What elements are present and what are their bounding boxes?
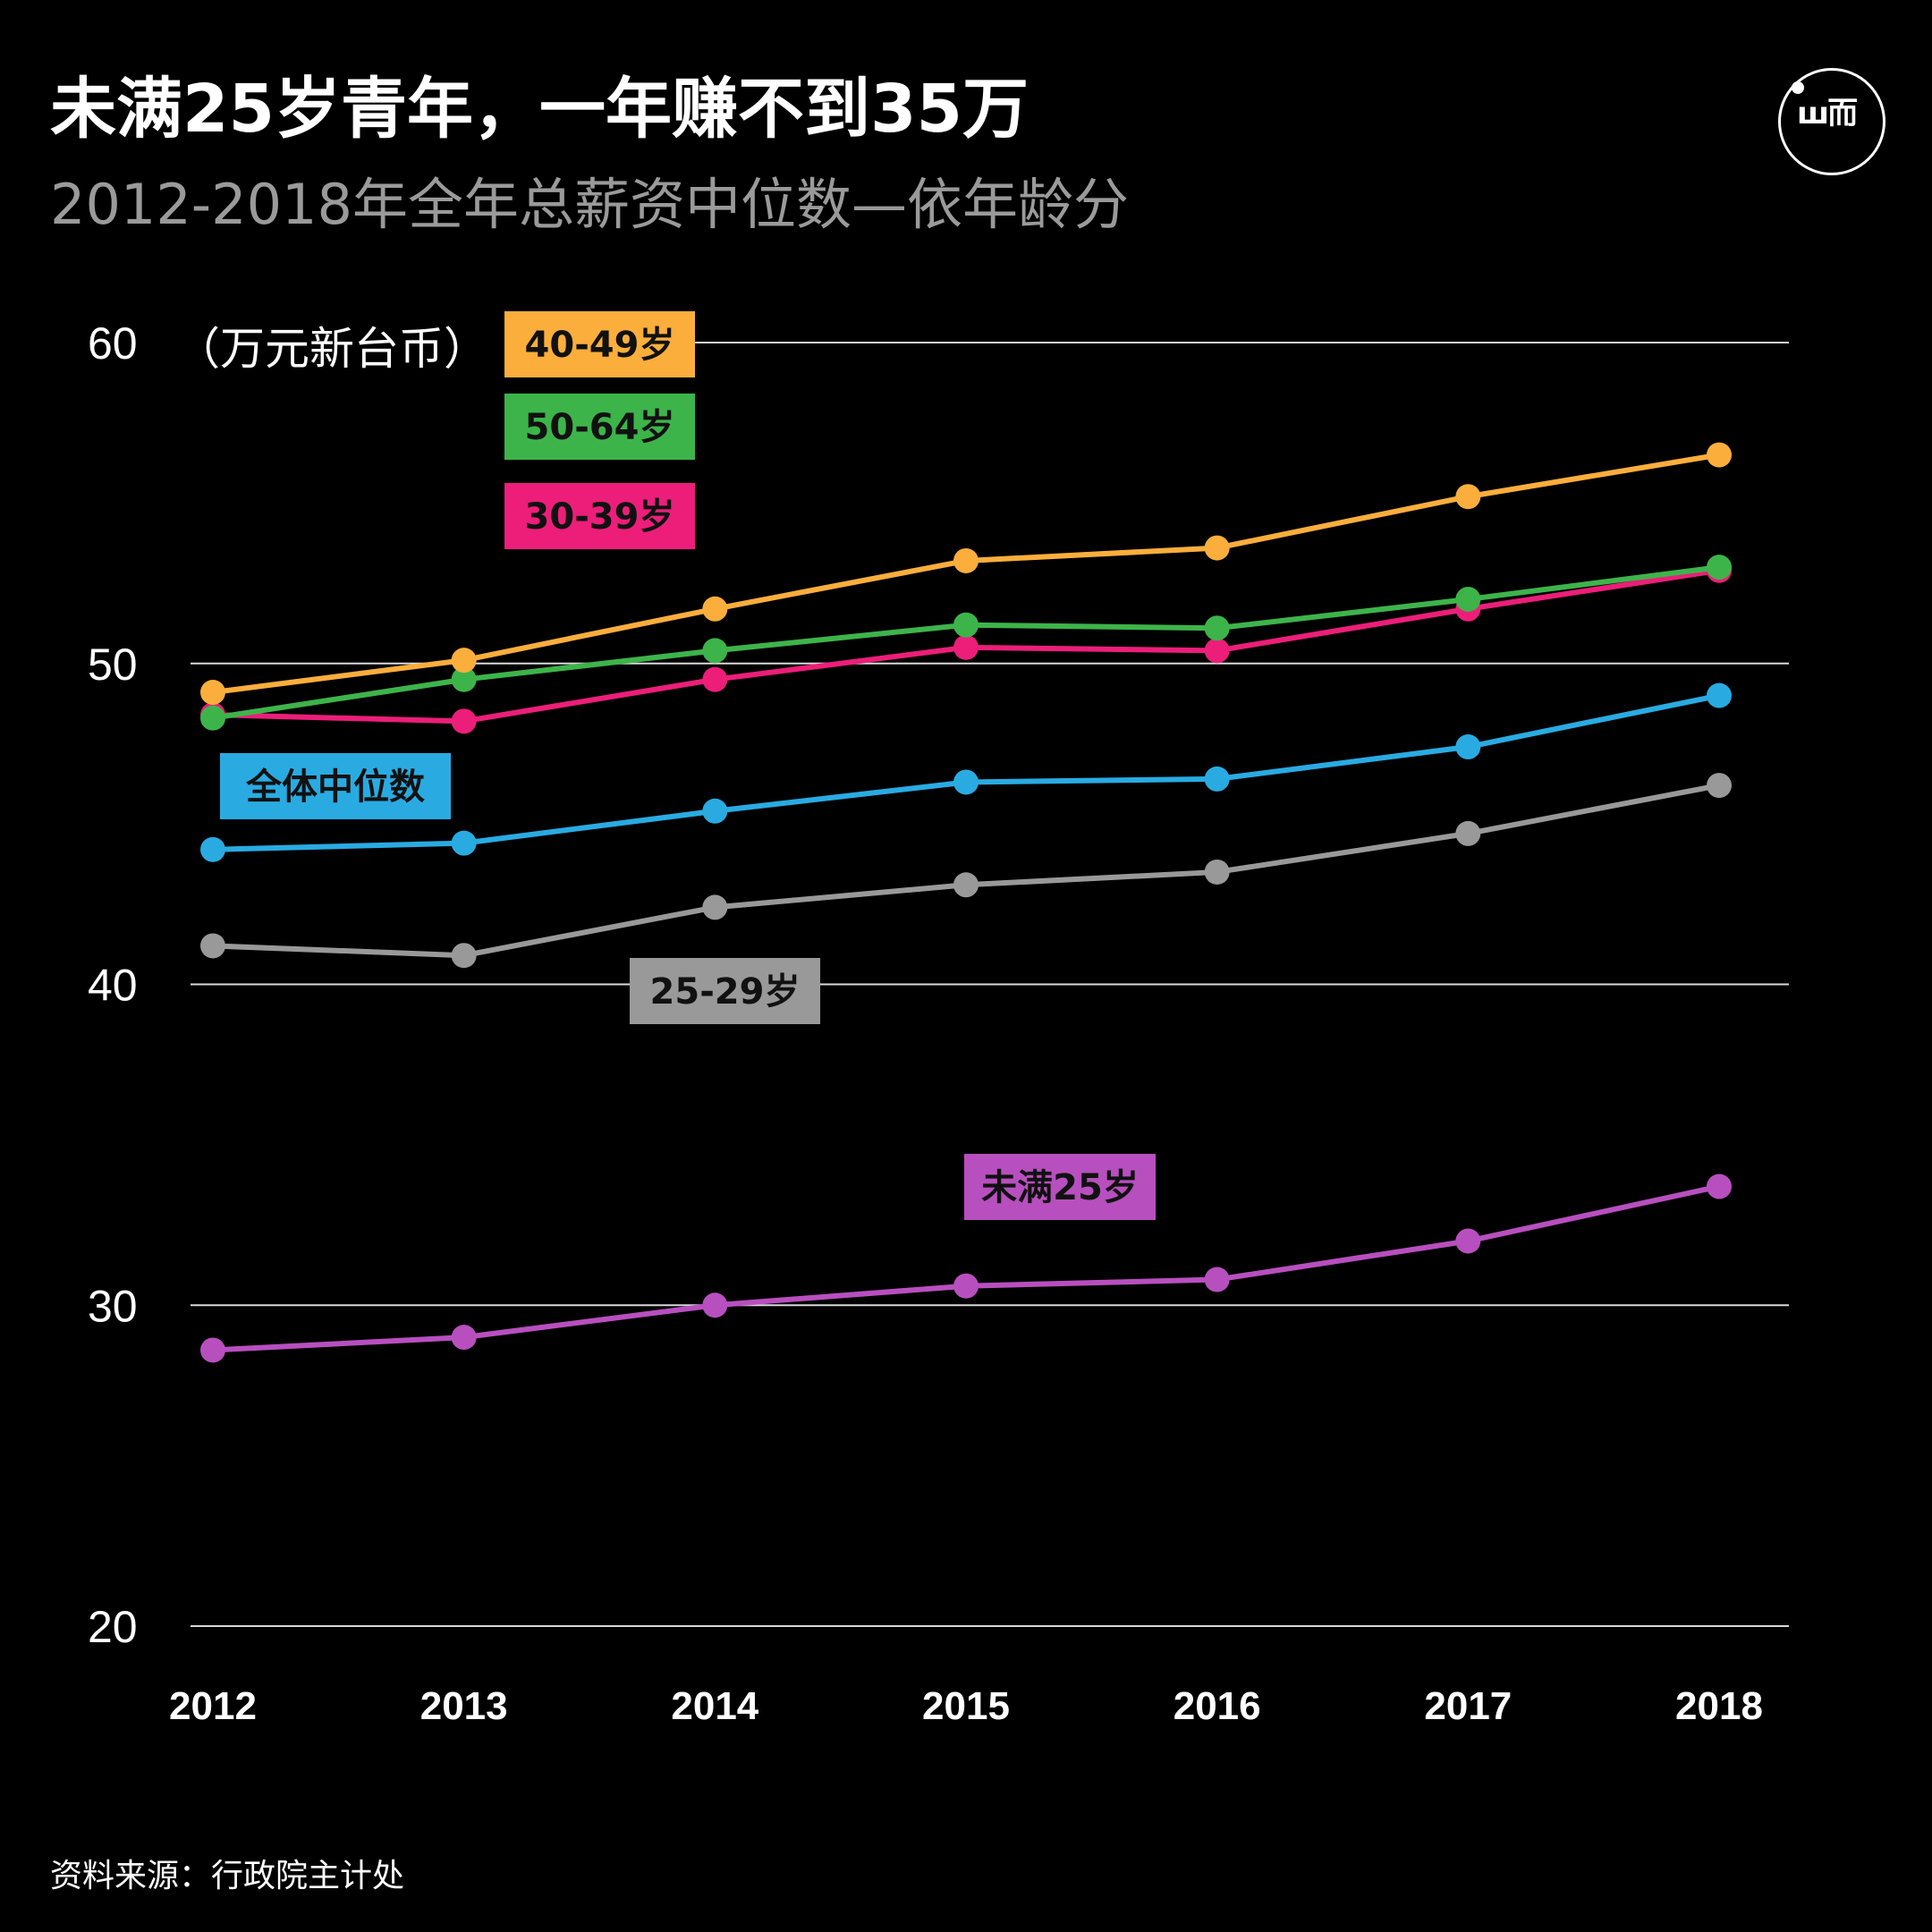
data-point-1-2014 <box>702 638 728 664</box>
series-label-3: 全体中位数 <box>220 753 451 819</box>
y-axis-ticks: 60 50 40 30 20 <box>88 318 138 1652</box>
y-tick-label-50: 50 <box>88 640 138 690</box>
series-3 <box>200 682 1732 862</box>
data-point-5-2016 <box>1204 1267 1230 1292</box>
x-tick-label-2015: 2015 <box>922 1684 1010 1728</box>
page-title: 未满25岁青年，一年赚不到35万 <box>50 71 1029 148</box>
logo-dot-icon <box>1792 81 1804 94</box>
x-tick-label-2014: 2014 <box>671 1684 758 1728</box>
series-label-text-3: 全体中位数 <box>245 767 425 808</box>
grid-lines <box>191 342 1789 1627</box>
data-point-3-2018 <box>1707 682 1732 708</box>
series-4 <box>200 773 1732 969</box>
series-label-box-4 <box>630 958 820 1024</box>
data-point-3-2014 <box>702 798 728 824</box>
data-point-0-2013 <box>451 648 477 674</box>
data-point-5-2017 <box>1455 1228 1481 1254</box>
y-tick-label-40: 40 <box>88 961 138 1011</box>
x-tick-label-2018: 2018 <box>1675 1684 1763 1728</box>
data-point-3-2012 <box>200 836 225 862</box>
data-point-4-2012 <box>200 933 225 959</box>
data-point-5-2015 <box>953 1273 979 1299</box>
series-label-box-1 <box>504 394 695 460</box>
data-point-3-2017 <box>1455 734 1481 760</box>
series-label-text-1: 50-64岁 <box>525 407 675 448</box>
data-point-1-2018 <box>1707 555 1732 580</box>
data-point-1-2016 <box>1204 615 1230 641</box>
data-point-4-2018 <box>1707 773 1732 799</box>
data-point-4-2013 <box>451 943 477 969</box>
series-label-box-0 <box>504 311 695 377</box>
data-point-5-2012 <box>200 1337 225 1363</box>
data-point-0-2014 <box>702 596 728 622</box>
series-label-4: 25-29岁 <box>630 958 820 1024</box>
data-point-5-2013 <box>451 1325 477 1351</box>
data-point-2-2013 <box>451 708 477 734</box>
data-point-5-2018 <box>1707 1174 1732 1199</box>
x-tick-label-2012: 2012 <box>169 1684 257 1728</box>
series-label-text-0: 40-49岁 <box>525 325 675 366</box>
data-point-1-2012 <box>200 705 225 731</box>
page-subtitle: 2012-2018年全年总薪资中位数—依年龄分 <box>50 172 1129 237</box>
y-axis-unit-label: （万元新台币） <box>175 323 488 375</box>
data-point-0-2018 <box>1707 442 1732 468</box>
y-tick-label-30: 30 <box>88 1281 138 1331</box>
series-label-text-4: 25-29岁 <box>650 971 801 1013</box>
data-point-0-2016 <box>1204 535 1230 561</box>
x-tick-label-2017: 2017 <box>1424 1684 1512 1728</box>
series-label-text-2: 30-39岁 <box>525 496 675 538</box>
data-point-2-2016 <box>1204 638 1230 664</box>
data-point-4-2014 <box>702 894 728 920</box>
data-point-3-2016 <box>1204 766 1230 792</box>
data-point-0-2015 <box>953 547 979 573</box>
y-tick-label-20: 20 <box>88 1602 138 1652</box>
data-point-0-2012 <box>200 680 225 706</box>
data-point-0-2017 <box>1455 484 1481 510</box>
series-label-box-3 <box>220 753 451 819</box>
data-point-1-2013 <box>451 666 477 692</box>
series-5 <box>200 1174 1732 1363</box>
series-label-2: 30-39岁 <box>504 483 695 549</box>
series-label-text-5: 未满25岁 <box>981 1167 1139 1208</box>
data-point-4-2017 <box>1455 820 1481 846</box>
x-tick-label-2013: 2013 <box>420 1684 508 1728</box>
x-axis-ticks: 2012 2013 2014 2015 2016 2017 2018 <box>169 1684 1763 1728</box>
y-tick-label-60: 60 <box>88 318 138 369</box>
data-point-5-2014 <box>702 1292 728 1318</box>
brand-logo-icon: ш而 <box>1778 68 1885 175</box>
series-label-box-5 <box>964 1154 1156 1220</box>
series-label-1: 50-64岁 <box>504 394 695 460</box>
data-point-1-2015 <box>953 612 979 638</box>
x-tick-label-2016: 2016 <box>1174 1684 1261 1728</box>
series-group <box>200 442 1732 1363</box>
data-point-2-2014 <box>702 666 728 692</box>
data-point-3-2013 <box>451 830 477 856</box>
series-0 <box>200 442 1732 706</box>
source-note: 资料来源：行政院主计处 <box>50 1858 405 1894</box>
series-2 <box>200 557 1732 734</box>
data-point-2-2015 <box>953 634 979 660</box>
series-1 <box>200 555 1732 731</box>
series-label-5: 未满25岁 <box>964 1154 1156 1220</box>
series-label-box-2 <box>504 483 695 549</box>
series-label-0: 40-49岁 <box>504 311 695 377</box>
data-point-4-2015 <box>953 872 979 898</box>
logo-mark: ш而 <box>1797 96 1858 131</box>
data-point-1-2017 <box>1455 587 1481 612</box>
data-point-3-2015 <box>953 769 979 795</box>
data-point-4-2016 <box>1204 859 1230 885</box>
